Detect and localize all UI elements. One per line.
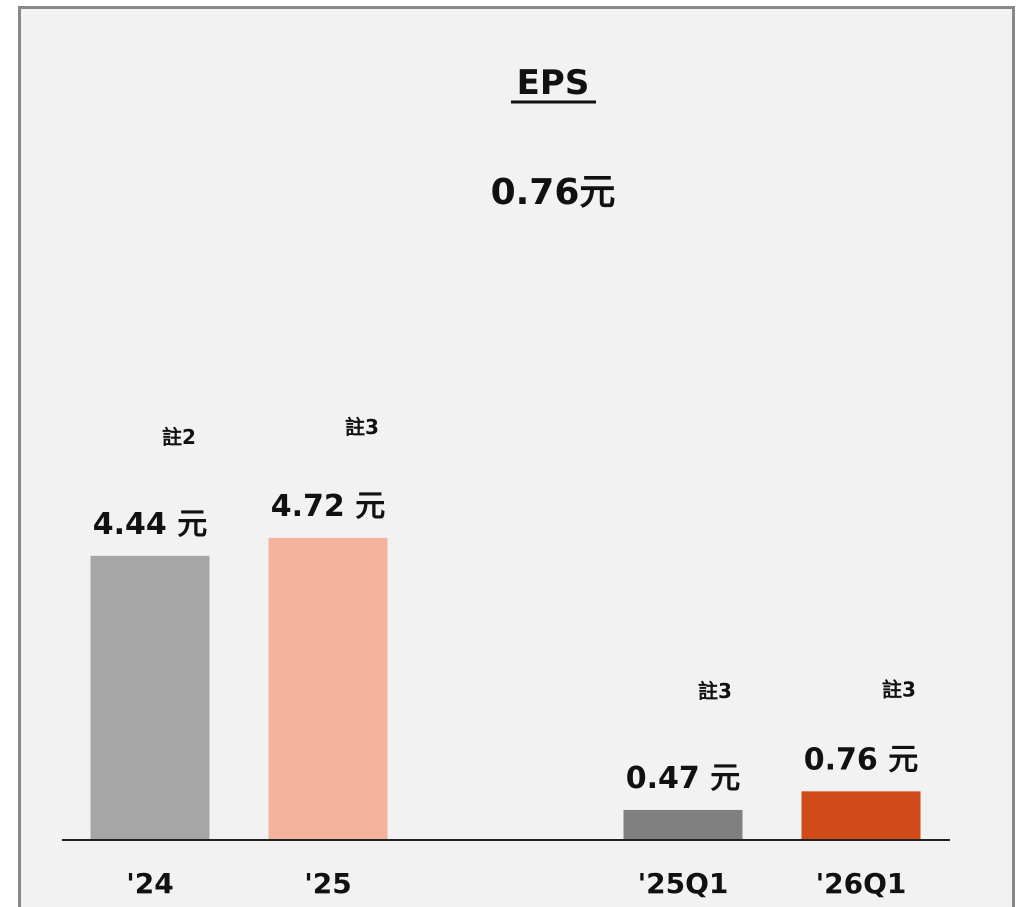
footnote-marker: 註3: [882, 677, 916, 701]
bar: [623, 809, 743, 840]
bar: [90, 555, 210, 840]
value-label: 0.76 元: [804, 742, 918, 777]
chart-subtitle: 0.76元: [491, 172, 616, 213]
value-label: 0.47 元: [626, 761, 740, 796]
bar: [268, 537, 388, 840]
chart-title: EPS: [517, 63, 590, 103]
x-tick-label: '24: [126, 867, 174, 900]
footnote-marker: 註3: [345, 415, 379, 439]
x-tick-label: '26Q1: [816, 867, 907, 900]
value-label: 4.44 元: [93, 507, 207, 542]
x-tick-label: '25Q1: [638, 867, 729, 900]
footnote-marker: 註3: [698, 679, 732, 703]
footnote-marker: 註2: [162, 425, 196, 449]
value-label: 4.72 元: [271, 489, 385, 524]
x-tick-label: '25: [304, 867, 352, 900]
bar: [801, 791, 921, 840]
